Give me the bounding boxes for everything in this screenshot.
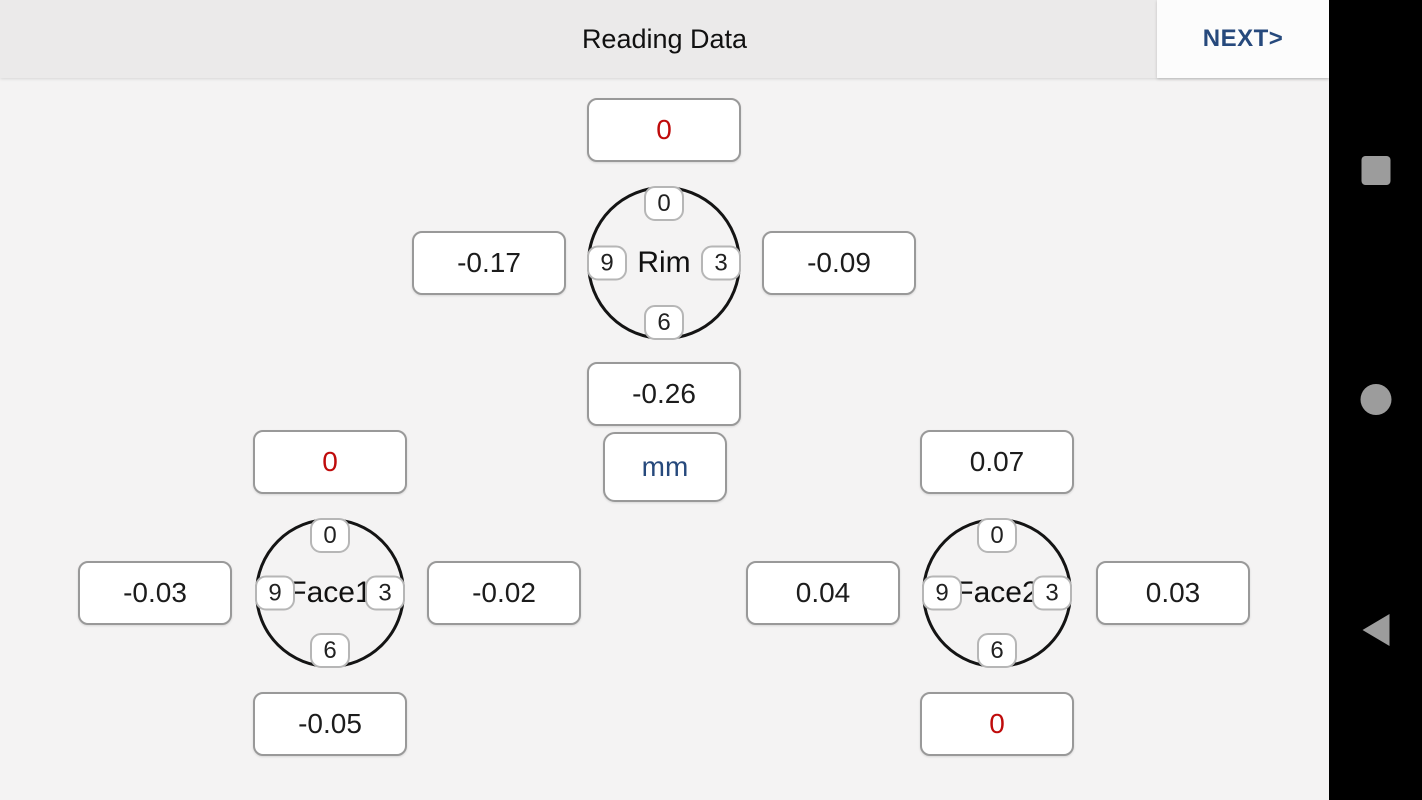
rim-reading-6-oclock[interactable]: -0.26 <box>587 362 741 426</box>
face1-dial-label: Face1 <box>288 576 372 609</box>
rim-clock-9-marker: 9 <box>587 245 627 281</box>
face2-dial-circle: Face2 0 3 6 9 <box>922 518 1072 668</box>
home-circle-icon[interactable] <box>1360 384 1391 415</box>
face1-clock-3-marker: 3 <box>365 575 405 611</box>
face2-reading-0-oclock[interactable]: 0.07 <box>920 430 1074 494</box>
face1-reading-3-oclock[interactable]: -0.02 <box>427 561 581 625</box>
recents-square-icon[interactable] <box>1361 156 1390 185</box>
face1-dial-circle: Face1 0 3 6 9 <box>255 518 405 668</box>
face2-clock-0-marker: 0 <box>977 518 1017 553</box>
rim-clock-0-marker: 0 <box>644 186 684 221</box>
rim-clock-6-marker: 6 <box>644 305 684 340</box>
face1-reading-0-oclock[interactable]: 0 <box>253 430 407 494</box>
face1-clock-0-marker: 0 <box>310 518 350 553</box>
rim-dial-circle: Rim 0 3 6 9 <box>587 186 741 340</box>
rim-reading-3-oclock[interactable]: -0.09 <box>762 231 916 295</box>
face1-clock-9-marker: 9 <box>255 575 295 611</box>
rim-reading-9-oclock[interactable]: -0.17 <box>412 231 566 295</box>
rim-clock-3-marker: 3 <box>701 245 741 281</box>
face2-clock-6-marker: 6 <box>977 633 1017 668</box>
page-title: Reading Data <box>581 23 748 54</box>
face2-reading-6-oclock[interactable]: 0 <box>920 692 1074 756</box>
face2-clock-9-marker: 9 <box>922 575 962 611</box>
face2-reading-9-oclock[interactable]: 0.04 <box>746 561 900 625</box>
face2-reading-3-oclock[interactable]: 0.03 <box>1096 561 1250 625</box>
rim-dial-label: Rim <box>637 246 691 279</box>
face2-dial-label: Face2 <box>955 576 1039 609</box>
rim-reading-0-oclock[interactable]: 0 <box>587 98 741 162</box>
face2-clock-3-marker: 3 <box>1032 575 1072 611</box>
face1-reading-6-oclock[interactable]: -0.05 <box>253 692 407 756</box>
unit-toggle-button[interactable]: mm <box>603 432 727 502</box>
face1-reading-9-oclock[interactable]: -0.03 <box>78 561 232 625</box>
back-triangle-icon[interactable] <box>1362 614 1389 646</box>
android-navigation-bar <box>1329 0 1422 800</box>
next-button[interactable]: NEXT> <box>1157 0 1329 78</box>
header-bar: Reading Data <box>0 0 1329 78</box>
face1-clock-6-marker: 6 <box>310 633 350 668</box>
